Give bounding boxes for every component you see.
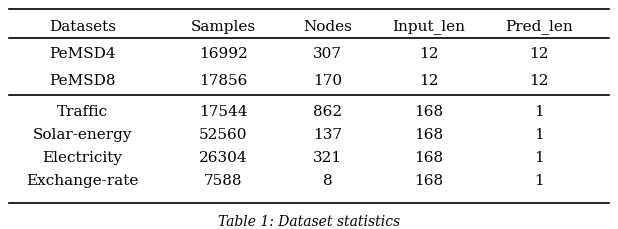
Text: 17856: 17856 — [199, 74, 247, 87]
Text: 137: 137 — [313, 127, 342, 141]
Text: 12: 12 — [418, 74, 438, 87]
Text: 1: 1 — [534, 127, 544, 141]
Text: PeMSD4: PeMSD4 — [49, 47, 116, 61]
Text: 170: 170 — [313, 74, 342, 87]
Text: 168: 168 — [414, 150, 443, 164]
Text: 1: 1 — [534, 104, 544, 118]
Text: 52560: 52560 — [199, 127, 247, 141]
Text: 8: 8 — [323, 173, 332, 187]
Text: 12: 12 — [529, 74, 548, 87]
Text: 17544: 17544 — [199, 104, 247, 118]
Text: Datasets: Datasets — [49, 20, 116, 34]
Text: Electricity: Electricity — [43, 150, 122, 164]
Text: Exchange-rate: Exchange-rate — [26, 173, 138, 187]
Text: 7588: 7588 — [204, 173, 242, 187]
Text: Samples: Samples — [191, 20, 256, 34]
Text: Pred_len: Pred_len — [505, 19, 572, 34]
Text: 168: 168 — [414, 173, 443, 187]
Text: 168: 168 — [414, 104, 443, 118]
Text: 307: 307 — [313, 47, 342, 61]
Text: 12: 12 — [418, 47, 438, 61]
Text: 321: 321 — [313, 150, 342, 164]
Text: 1: 1 — [534, 150, 544, 164]
Text: Solar-energy: Solar-energy — [33, 127, 132, 141]
Text: 1: 1 — [534, 173, 544, 187]
Text: 16992: 16992 — [199, 47, 248, 61]
Text: Nodes: Nodes — [303, 20, 352, 34]
Text: 862: 862 — [313, 104, 342, 118]
Text: Input_len: Input_len — [392, 19, 465, 34]
Text: 168: 168 — [414, 127, 443, 141]
Text: PeMSD8: PeMSD8 — [49, 74, 116, 87]
Text: Traffic: Traffic — [57, 104, 108, 118]
Text: Table 1: Dataset statistics: Table 1: Dataset statistics — [218, 214, 400, 228]
Text: 26304: 26304 — [199, 150, 248, 164]
Text: 12: 12 — [529, 47, 548, 61]
